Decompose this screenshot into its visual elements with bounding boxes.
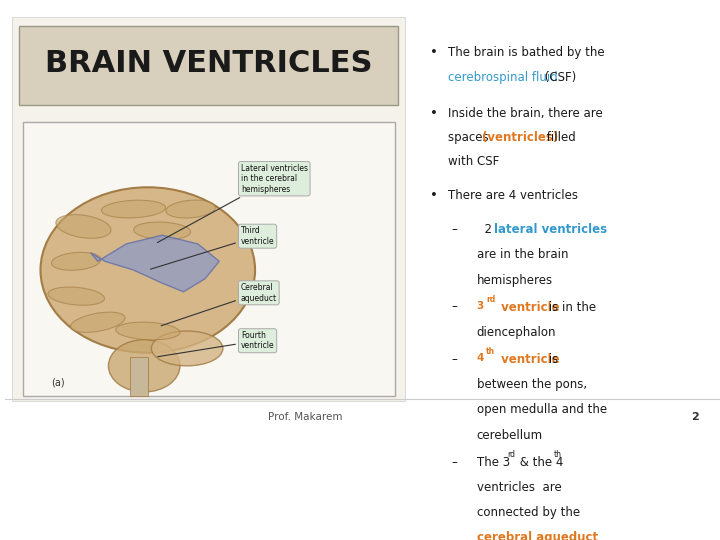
- Ellipse shape: [51, 252, 101, 271]
- Text: is in the: is in the: [545, 301, 596, 314]
- Ellipse shape: [40, 187, 255, 353]
- Text: open medulla and the: open medulla and the: [477, 403, 607, 416]
- Text: th: th: [486, 347, 495, 356]
- Text: The 3: The 3: [477, 456, 510, 469]
- Text: ventricle: ventricle: [497, 353, 559, 366]
- Text: are in the brain: are in the brain: [477, 248, 568, 261]
- Text: There are 4 ventricles: There are 4 ventricles: [448, 189, 578, 202]
- Text: •: •: [431, 189, 438, 202]
- Text: Inside the brain, there are: Inside the brain, there are: [448, 107, 603, 120]
- Text: •: •: [431, 46, 438, 59]
- Text: spaces: spaces: [448, 131, 492, 144]
- Text: Cerebral
aqueduct: Cerebral aqueduct: [161, 283, 277, 326]
- FancyBboxPatch shape: [12, 17, 405, 401]
- Text: rd: rd: [507, 450, 515, 459]
- Text: BRAIN VENTRICLES: BRAIN VENTRICLES: [45, 49, 372, 78]
- FancyBboxPatch shape: [22, 122, 395, 396]
- FancyBboxPatch shape: [130, 357, 148, 396]
- Ellipse shape: [102, 200, 166, 218]
- Ellipse shape: [166, 200, 215, 218]
- Text: –: –: [451, 301, 458, 314]
- Text: •: •: [431, 107, 438, 120]
- Ellipse shape: [133, 222, 191, 240]
- Ellipse shape: [71, 312, 125, 333]
- Text: cerebral aqueduct: cerebral aqueduct: [477, 531, 598, 540]
- Ellipse shape: [116, 322, 180, 340]
- Polygon shape: [91, 235, 220, 292]
- Text: rd: rd: [486, 295, 495, 304]
- Text: 2: 2: [477, 223, 495, 236]
- Text: ventricle: ventricle: [497, 301, 559, 314]
- Text: th: th: [554, 450, 562, 459]
- Text: between the pons,: between the pons,: [477, 378, 587, 391]
- Text: diencephalon: diencephalon: [477, 326, 557, 339]
- Text: cerebrospinal fluid: cerebrospinal fluid: [448, 71, 558, 84]
- Text: 4: 4: [477, 353, 484, 363]
- Text: (ventricles): (ventricles): [482, 131, 558, 144]
- Ellipse shape: [48, 287, 104, 305]
- Ellipse shape: [151, 331, 223, 366]
- Text: –: –: [451, 223, 458, 236]
- Text: 3: 3: [477, 301, 484, 310]
- Text: –: –: [451, 456, 458, 469]
- Text: filled: filled: [543, 131, 575, 144]
- FancyBboxPatch shape: [19, 26, 398, 105]
- Text: –: –: [451, 353, 458, 366]
- Text: Lateral ventricles
in the cerebral
hemispheres: Lateral ventricles in the cerebral hemis…: [158, 164, 307, 242]
- Text: Third
ventricle: Third ventricle: [150, 226, 274, 269]
- Text: (a): (a): [51, 377, 65, 387]
- Text: ventricles  are: ventricles are: [477, 481, 562, 494]
- Text: cerebellum: cerebellum: [477, 429, 543, 442]
- Text: lateral ventricles: lateral ventricles: [494, 223, 607, 236]
- Text: Fourth
ventricle: Fourth ventricle: [158, 331, 274, 357]
- Text: hemispheres: hemispheres: [477, 273, 553, 287]
- Text: 2: 2: [690, 412, 698, 422]
- Text: & the 4: & the 4: [516, 456, 564, 469]
- Ellipse shape: [109, 340, 180, 392]
- Text: is: is: [545, 353, 558, 366]
- Text: with CSF: with CSF: [448, 155, 500, 168]
- Text: The brain is bathed by the: The brain is bathed by the: [448, 46, 605, 59]
- Text: connected by the: connected by the: [477, 506, 580, 519]
- Text: Prof. Makarem: Prof. Makarem: [268, 412, 343, 422]
- Text: (CSF): (CSF): [541, 71, 576, 84]
- Ellipse shape: [56, 214, 111, 238]
